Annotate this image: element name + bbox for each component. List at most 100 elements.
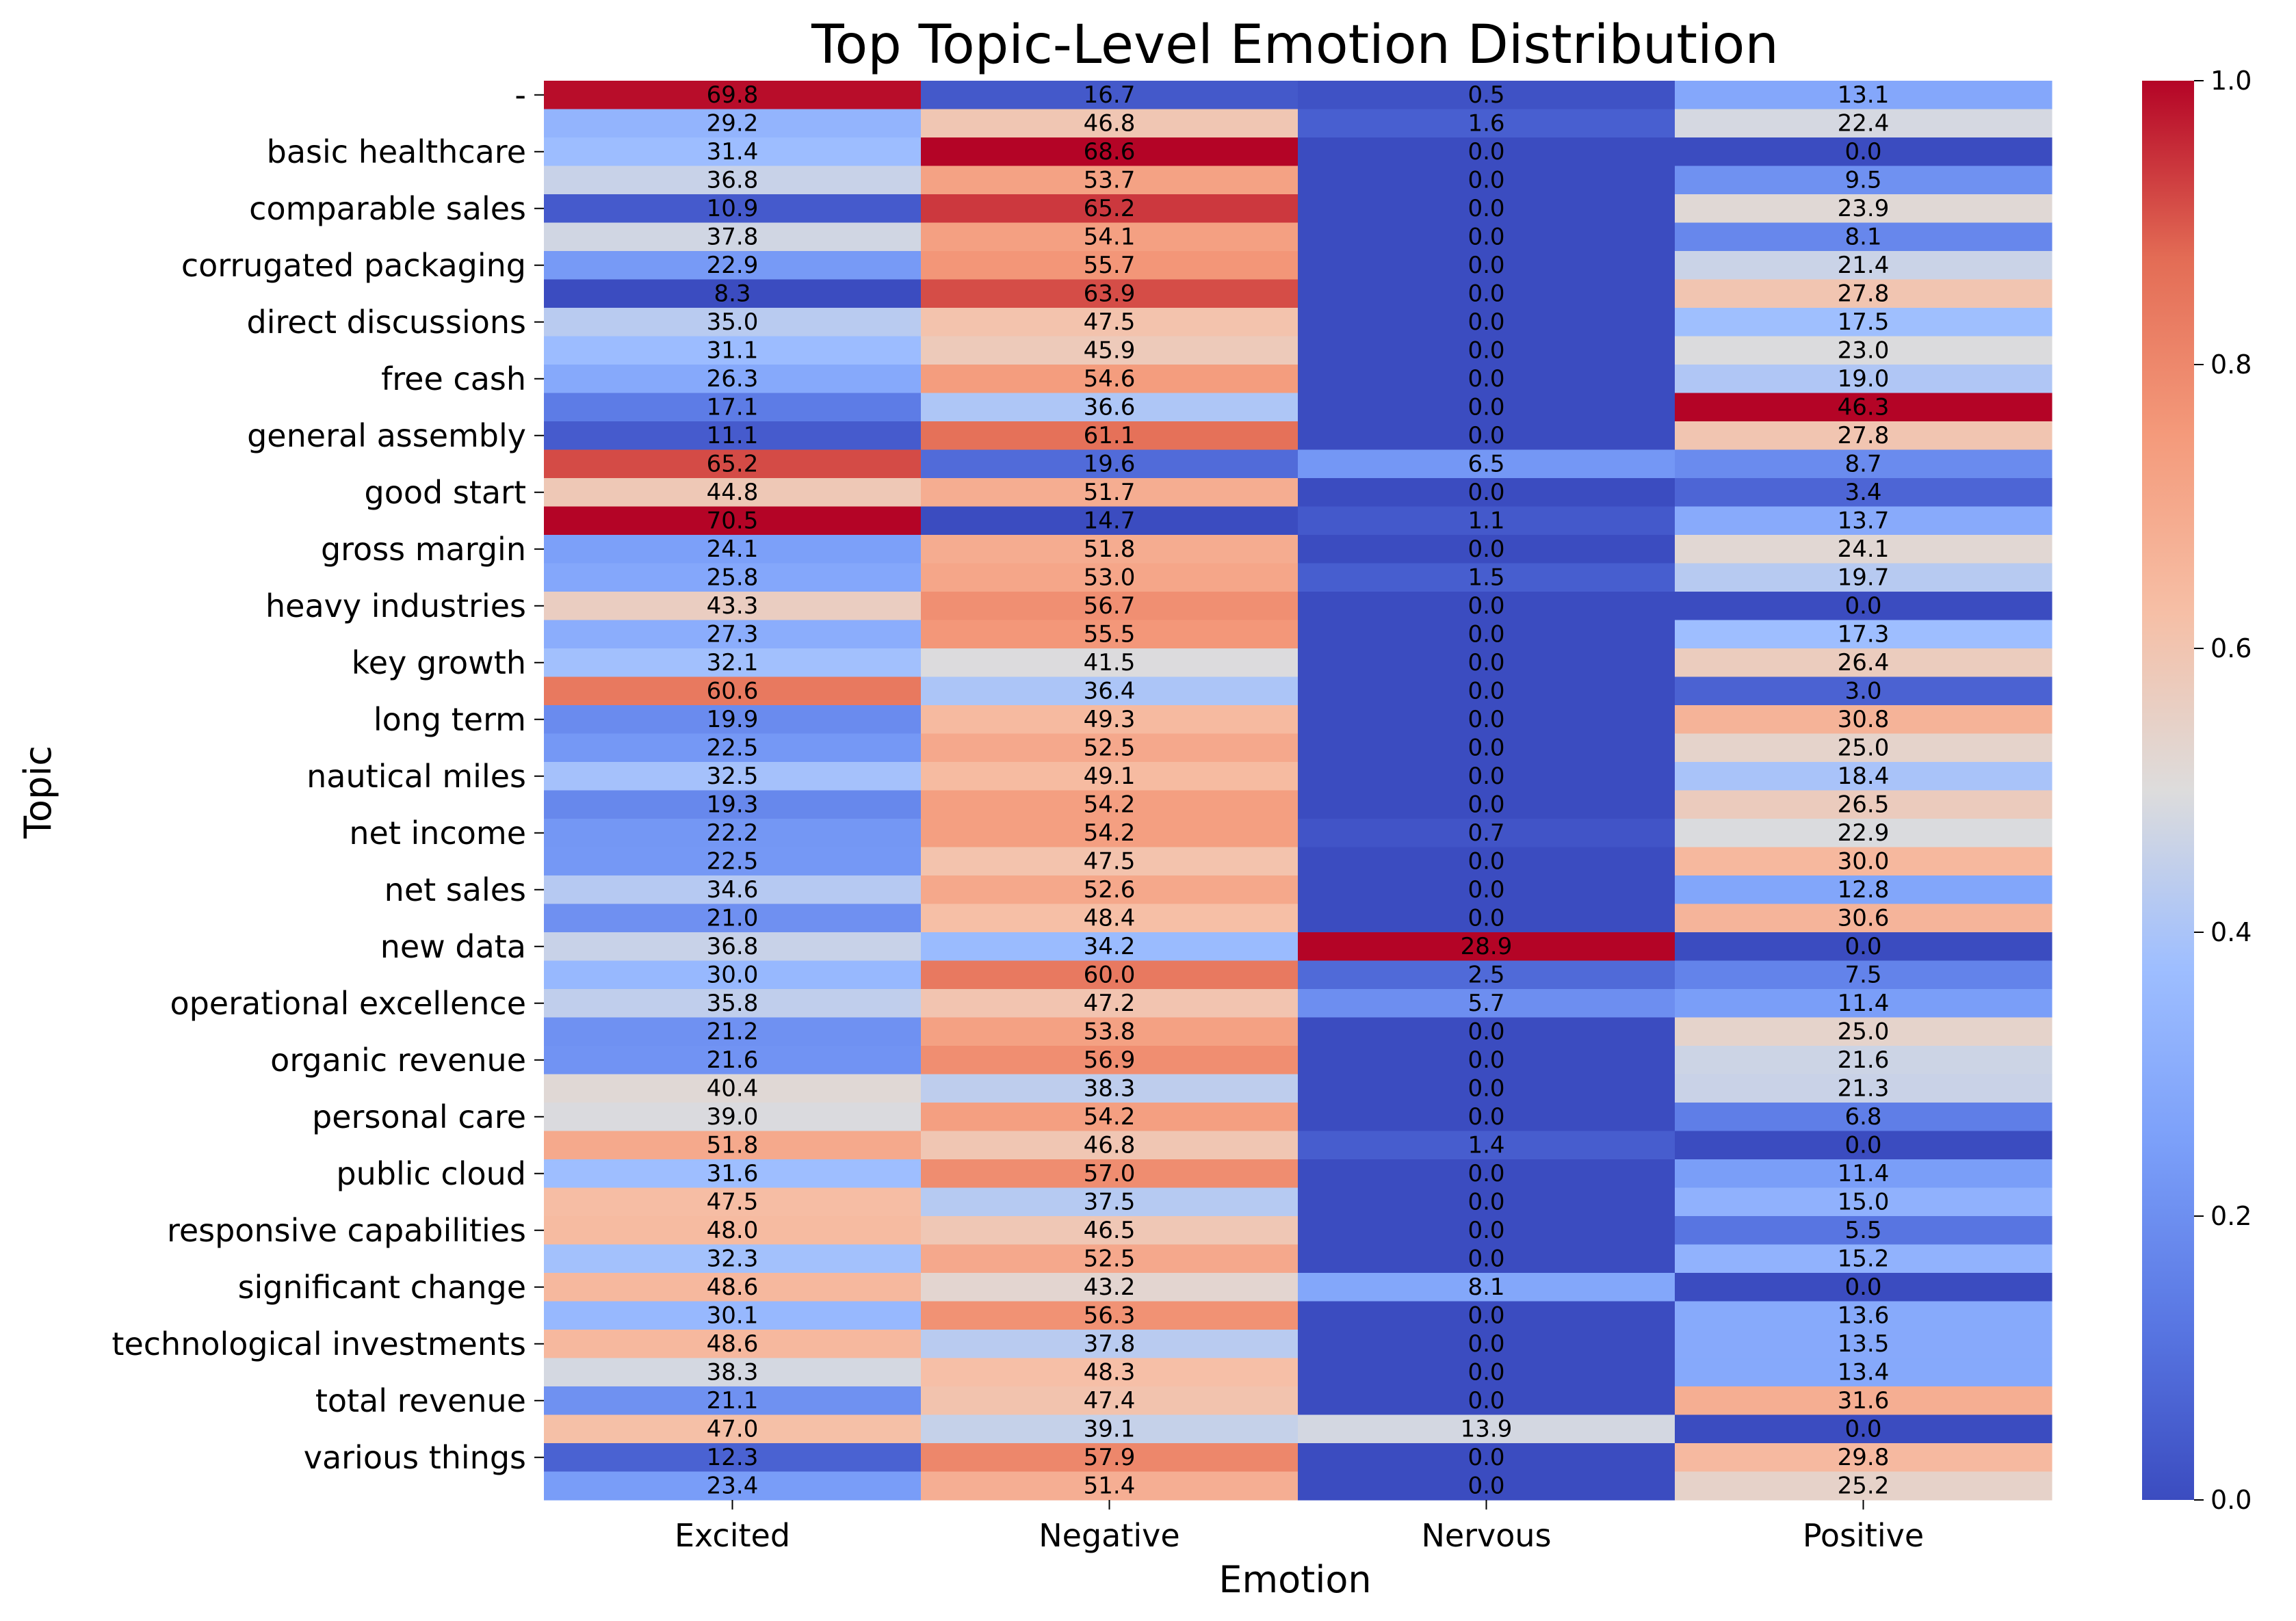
heatmap-cell: [1298, 1103, 1675, 1132]
heatmap-cell: [921, 1187, 1299, 1217]
heatmap-cell: [921, 1216, 1299, 1246]
heatmap-cell: [921, 676, 1299, 706]
heatmap-cell: [921, 904, 1299, 933]
heatmap-cell: [921, 1074, 1299, 1103]
heatmap-cell: [544, 563, 922, 592]
colorbar-tick-label: 0.6: [2210, 633, 2252, 663]
heatmap-cell: [544, 194, 922, 224]
cell-value-label: 46.8: [1084, 1131, 1136, 1159]
heatmap-cell: [1298, 1159, 1675, 1189]
heatmap-cell: [921, 222, 1299, 252]
heatmap-cell: [544, 365, 922, 394]
heatmap-cell: [1675, 1074, 2052, 1103]
heatmap-cell: [544, 449, 922, 479]
heatmap-cell: [544, 989, 922, 1018]
x-axis-ticks: Excited Negative Nervous Positive: [675, 1500, 1924, 1554]
y-tick-label: organic revenue: [270, 1042, 526, 1079]
cell-value-label: 47.0: [707, 1415, 759, 1442]
heatmap-cell: [1675, 506, 2052, 536]
heatmap-cell: [921, 1358, 1299, 1387]
heatmap-cell: [1675, 1131, 2052, 1160]
y-tick-label: corrugated packaging: [181, 247, 526, 284]
heatmap-cell: [921, 194, 1299, 224]
cell-value-label: 21.1: [707, 1387, 759, 1414]
cell-value-label: 19.6: [1084, 450, 1136, 477]
y-tick-label: long term: [374, 701, 526, 738]
cell-value-label: 0.0: [1844, 138, 1881, 166]
heatmap-cell: [1675, 449, 2052, 479]
heatmap-cell: [1298, 336, 1675, 365]
cell-value-label: 56.9: [1084, 1046, 1136, 1074]
cell-value-label: 70.5: [707, 507, 759, 534]
cell-value-label: 49.3: [1084, 706, 1136, 733]
cell-value-label: 51.4: [1084, 1472, 1136, 1499]
heatmap-cell: [921, 1386, 1299, 1416]
cell-value-label: 15.2: [1838, 1245, 1890, 1272]
heatmap-cell: [1298, 1414, 1675, 1444]
cell-value-label: 57.0: [1084, 1160, 1136, 1187]
cell-value-label: 51.8: [707, 1131, 759, 1159]
heatmap-cell: [1675, 1330, 2052, 1359]
cell-value-label: 34.2: [1084, 933, 1136, 960]
cell-value-label: 39.0: [707, 1103, 759, 1131]
cell-value-label: 7.5: [1844, 961, 1881, 988]
cell-value-label: 0.0: [1467, 763, 1504, 790]
cell-value-label: 13.1: [1838, 81, 1890, 109]
heatmap-cell: [1675, 279, 2052, 308]
heatmap-cell: [1675, 1273, 2052, 1302]
cell-value-label: 27.8: [1838, 422, 1890, 449]
heatmap-cell: [921, 1301, 1299, 1330]
heatmap-cell: [1298, 989, 1675, 1018]
heatmap-cell: [1298, 393, 1675, 422]
cell-value-label: 0.0: [1467, 479, 1504, 506]
cell-value-label: 0.0: [1467, 904, 1504, 932]
heatmap-cell: [1298, 1216, 1675, 1246]
cell-value-label: 22.5: [707, 847, 759, 875]
cell-value-label: 0.0: [1467, 223, 1504, 250]
heatmap-cell: [921, 819, 1299, 848]
cell-value-label: 22.9: [707, 252, 759, 279]
heatmap-cell: [1675, 1471, 2052, 1501]
heatmap-cell: [921, 1330, 1299, 1359]
cell-value-label: 0.0: [1467, 1188, 1504, 1215]
heatmap-cell: [1298, 592, 1675, 621]
heatmap-cell: [1675, 222, 2052, 252]
cell-value-label: 0.0: [1467, 847, 1504, 875]
cell-value-label: 14.7: [1084, 507, 1136, 534]
cell-value-label: 17.5: [1838, 308, 1890, 336]
heatmap-cell: [1298, 506, 1675, 536]
x-tick-label: Excited: [675, 1517, 790, 1554]
cell-value-label: 41.5: [1084, 649, 1136, 676]
heatmap-cell: [1298, 1187, 1675, 1217]
cell-value-label: 25.0: [1838, 1018, 1890, 1045]
cell-value-label: 11.4: [1838, 990, 1890, 1017]
cell-value-label: 30.6: [1838, 904, 1890, 932]
cell-value-label: 52.5: [1084, 1245, 1136, 1272]
heatmap-cell: [1298, 790, 1675, 819]
heatmap-cell: [544, 109, 922, 138]
colorbar-tick-label: 0.4: [2210, 917, 2252, 947]
cell-value-label: 29.2: [707, 109, 759, 137]
heatmap-cell: [544, 592, 922, 621]
heatmap-cell: [1675, 251, 2052, 280]
cell-value-label: 27.8: [1838, 280, 1890, 307]
y-tick-label: net income: [349, 815, 526, 852]
heatmap-cell: [544, 1159, 922, 1189]
cell-value-label: 53.8: [1084, 1018, 1136, 1045]
heatmap-cell: [544, 478, 922, 508]
y-tick-label: responsive capabilities: [167, 1212, 526, 1249]
cell-value-label: 46.5: [1084, 1217, 1136, 1244]
heatmap-cell: [1675, 733, 2052, 763]
heatmap-cell: [544, 960, 922, 990]
cell-value-label: 21.2: [707, 1018, 759, 1045]
heatmap-cell: [544, 1414, 922, 1444]
x-tick-label: Positive: [1803, 1517, 1924, 1554]
heatmap-cell: [921, 1131, 1299, 1160]
cell-value-label: 8.1: [1844, 223, 1881, 250]
cell-value-label: 0.0: [1467, 1075, 1504, 1102]
cell-value-label: 51.7: [1084, 479, 1136, 506]
cell-value-label: 13.4: [1838, 1358, 1890, 1386]
cell-value-label: 13.9: [1461, 1415, 1513, 1442]
heatmap-cell: [544, 847, 922, 876]
heatmap-cell: [921, 535, 1299, 564]
